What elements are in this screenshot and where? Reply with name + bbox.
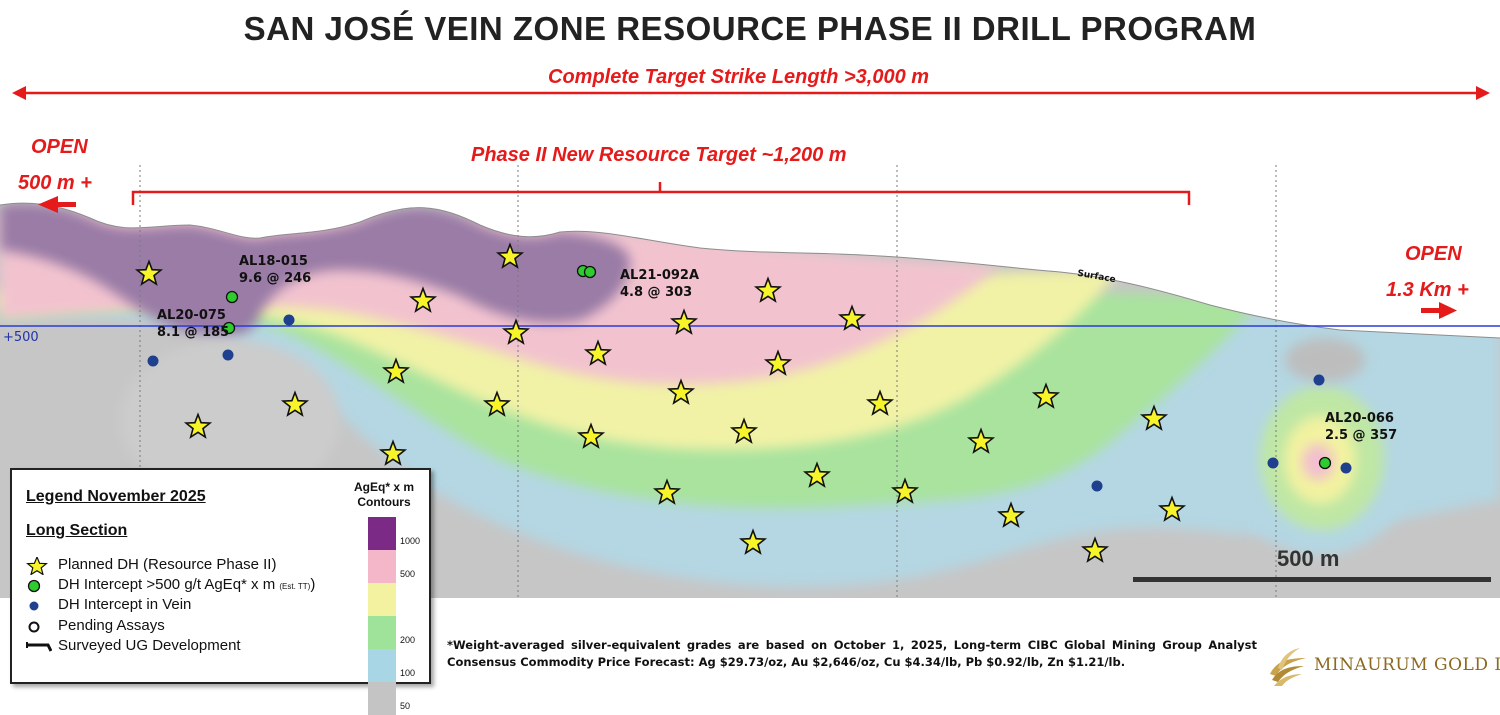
planned-dh-star bbox=[134, 259, 164, 286]
planned-dh-stars bbox=[134, 242, 1187, 563]
planned-dh-star bbox=[652, 478, 682, 505]
planned-dh-star bbox=[378, 439, 408, 466]
vein-intercept-dot bbox=[222, 349, 234, 361]
contour-swatch bbox=[368, 616, 396, 649]
section-gridlines bbox=[139, 165, 1277, 598]
open-left-line2: 500 m + bbox=[18, 172, 92, 194]
planned-dh-star bbox=[381, 357, 411, 384]
planned-dh-star bbox=[729, 417, 759, 444]
phase-target-label: Phase II New Resource Target ~1,200 m bbox=[471, 144, 847, 166]
gold-emblem-icon bbox=[1270, 648, 1306, 686]
green-dot-icon bbox=[27, 579, 41, 593]
planned-dh-star bbox=[996, 501, 1026, 528]
legend-item-note: (Est. TT) bbox=[279, 582, 311, 591]
drill-label-al21-092a: AL21-092A 4.8 @ 303 bbox=[620, 268, 700, 300]
planned-dh-star bbox=[1080, 536, 1110, 563]
contour-swatch bbox=[368, 682, 396, 715]
logo-text: MINAURUM GOLD INC bbox=[1314, 655, 1500, 675]
planned-dh-star bbox=[966, 427, 996, 454]
open-right-arrow bbox=[1421, 302, 1457, 319]
high-grade-intercept-dot bbox=[1318, 456, 1332, 470]
planned-dh-star bbox=[482, 390, 512, 417]
vein-intercept-dot bbox=[1313, 374, 1325, 386]
planned-dh-star bbox=[865, 389, 895, 416]
contour-swatch bbox=[368, 517, 396, 550]
drill-label-al18-015: AL18-015 9.6 @ 246 bbox=[239, 254, 312, 286]
legend-title: Legend November 2025 bbox=[26, 488, 206, 505]
planned-dh-star bbox=[837, 304, 867, 331]
planned-dh-star bbox=[753, 276, 783, 303]
planned-dh-star bbox=[738, 528, 768, 555]
contour-swatch bbox=[368, 583, 396, 616]
vein-intercepts bbox=[147, 314, 1352, 492]
scale-bar-label: 500 m bbox=[1277, 546, 1340, 571]
planned-dh-star bbox=[183, 412, 213, 439]
legend-subtitle: Long Section bbox=[26, 522, 128, 539]
planned-dh-star bbox=[408, 286, 438, 313]
vein-intercept-dot bbox=[147, 355, 159, 367]
blue-dot-icon bbox=[29, 601, 39, 611]
open-left-line1: OPEN bbox=[31, 136, 88, 158]
planned-dh-star bbox=[669, 308, 699, 335]
vein-intercept-dot bbox=[1267, 457, 1279, 469]
planned-dh-star bbox=[802, 461, 832, 488]
planned-dh-star bbox=[763, 349, 793, 376]
ug-development-icon bbox=[26, 642, 52, 652]
level-label: +500 bbox=[3, 330, 39, 345]
vein-intercept-dot bbox=[1340, 462, 1352, 474]
scale-bar bbox=[1133, 577, 1491, 582]
footnote: *Weight-averaged silver-equivalent grade… bbox=[447, 638, 1257, 669]
drill-label-al20-066: AL20-066 2.5 @ 357 bbox=[1325, 411, 1398, 443]
planned-dh-star bbox=[495, 242, 525, 269]
planned-dh-star bbox=[280, 390, 310, 417]
strike-length-arrow bbox=[12, 86, 1490, 100]
strike-length-label: Complete Target Strike Length >3,000 m bbox=[548, 66, 930, 88]
phase-target-bracket bbox=[131, 182, 1191, 205]
contour-value-label: 500 bbox=[400, 569, 416, 579]
contours-title: AgEq* x m Contours bbox=[353, 480, 414, 509]
contour-value-label: 200 bbox=[400, 635, 416, 645]
contour-swatch bbox=[368, 649, 396, 682]
contour-value-label: 1000 bbox=[400, 536, 421, 546]
legend-item-label: Surveyed UG Development bbox=[58, 637, 241, 654]
high-grade-intercept-dot bbox=[222, 321, 236, 335]
open-circle-icon bbox=[28, 621, 40, 633]
legend-item-label: Planned DH (Resource Phase II) bbox=[58, 556, 277, 573]
legend-item-label: DH Intercept in Vein bbox=[58, 596, 192, 613]
planned-dh-star bbox=[666, 378, 696, 405]
long-section bbox=[0, 86, 1500, 598]
high-grade-intercept-dot bbox=[225, 290, 239, 304]
legend: Legend November 2025 Long Section Planne… bbox=[10, 468, 431, 715]
planned-dh-star bbox=[1157, 495, 1187, 522]
planned-dh-star bbox=[576, 422, 606, 449]
planned-dh-star bbox=[1031, 382, 1061, 409]
planned-dh-star bbox=[583, 339, 613, 366]
open-right-line2: 1.3 Km + bbox=[1386, 279, 1469, 301]
contour-value-label: 50 bbox=[400, 701, 411, 711]
open-right-line1: OPEN bbox=[1405, 243, 1462, 265]
page-title: SAN JOSÉ VEIN ZONE RESOURCE PHASE II DRI… bbox=[243, 10, 1257, 47]
legend-item-suffix: ) bbox=[310, 576, 316, 593]
high-grade-intercepts bbox=[222, 264, 1332, 470]
planned-dh-star bbox=[890, 477, 920, 504]
planned-dh-star bbox=[501, 318, 531, 345]
contour-swatch bbox=[368, 550, 396, 583]
contour-value-label: 100 bbox=[400, 668, 416, 678]
vein-intercept-dot bbox=[1091, 480, 1103, 492]
company-logo: MINAURUM GOLD INC bbox=[1268, 644, 1500, 686]
high-grade-intercept-dot bbox=[583, 265, 597, 279]
legend-item-label: Pending Assays bbox=[58, 617, 165, 634]
vein-intercept-dot bbox=[283, 314, 295, 326]
legend-item-label: DH Intercept >500 g/t AgEq* x m bbox=[58, 576, 280, 593]
star-icon bbox=[26, 557, 48, 575]
drill-label-al20-075: AL20-075 8.1 @ 185 bbox=[157, 308, 230, 340]
open-left-arrow bbox=[38, 196, 76, 213]
planned-dh-star bbox=[1139, 404, 1169, 431]
